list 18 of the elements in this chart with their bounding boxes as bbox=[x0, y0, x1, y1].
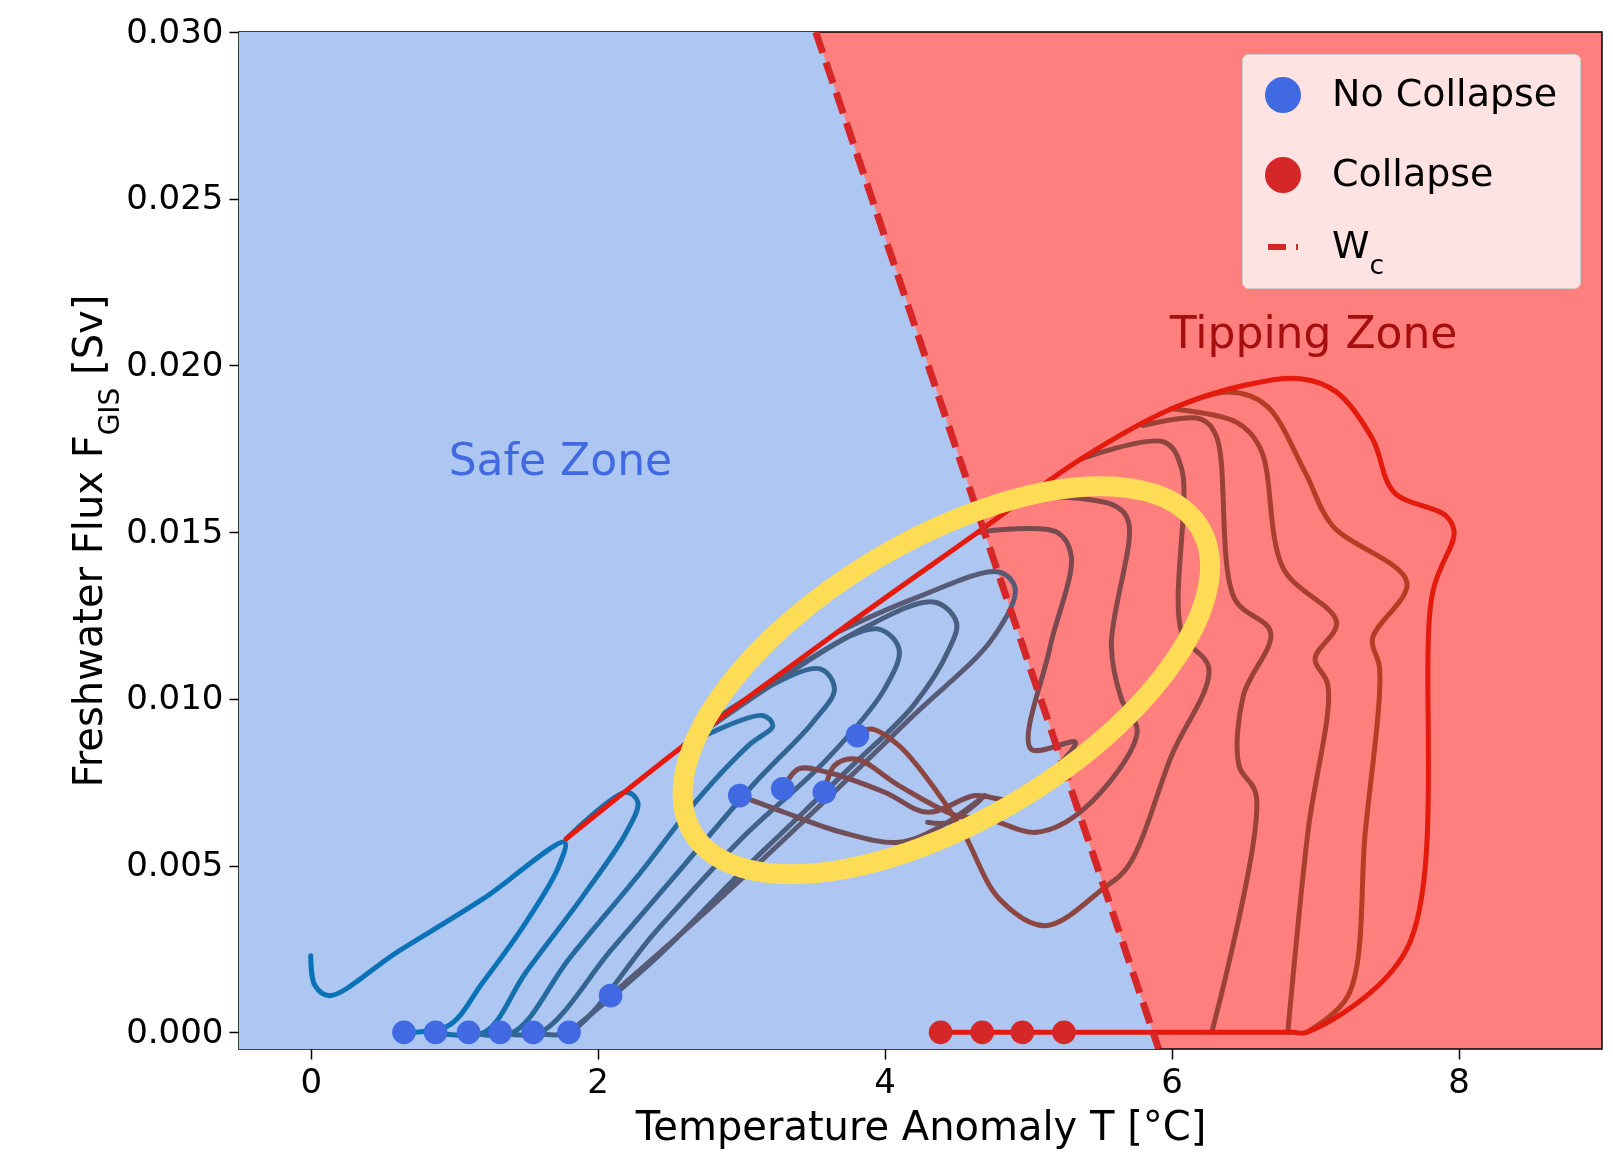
x-tick-label: 2 bbox=[587, 1060, 609, 1101]
y-tick-label: 0.000 bbox=[126, 1010, 224, 1051]
legend-label: No Collapse bbox=[1332, 71, 1558, 115]
y-tick-label: 0.030 bbox=[126, 10, 224, 51]
y-tick-label: 0.020 bbox=[126, 343, 224, 384]
x-axis-title: Temperature Anomaly T [°C] bbox=[634, 1102, 1207, 1149]
y-tick-label: 0.015 bbox=[126, 510, 224, 551]
x-tick-label: 0 bbox=[300, 1060, 323, 1101]
y-tick-label: 0.025 bbox=[126, 177, 224, 218]
annotation: Tipping Zone bbox=[1168, 307, 1458, 359]
x-tick-label: 4 bbox=[874, 1060, 896, 1101]
y-tick-label: 0.010 bbox=[126, 677, 224, 718]
legend-label: Collapse bbox=[1332, 151, 1494, 195]
x-tick-label: 6 bbox=[1161, 1060, 1183, 1101]
legend-label: W$_{c}$ bbox=[1332, 223, 1385, 280]
x-tick-label: 8 bbox=[1448, 1060, 1470, 1101]
annotation: Safe Zone bbox=[448, 434, 673, 486]
y-tick-label: 0.005 bbox=[126, 844, 224, 885]
